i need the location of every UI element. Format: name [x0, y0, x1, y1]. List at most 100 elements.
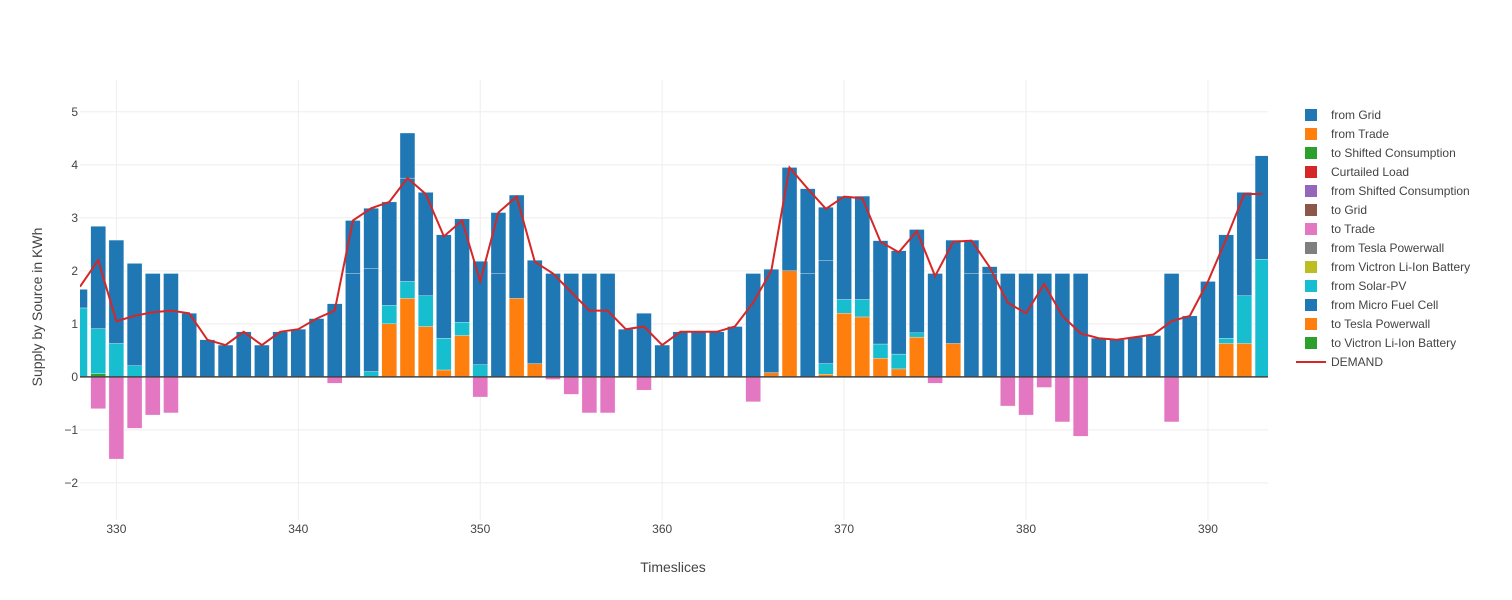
- bar-from_grid: [490, 273, 507, 378]
- bar-from_grid: [1218, 234, 1234, 339]
- demand-line: [80, 165, 1263, 347]
- legend-label: from Solar-PV: [1331, 279, 1406, 293]
- bar-to_tesla: [872, 358, 889, 378]
- bar-from_solar: [854, 299, 870, 318]
- legend-swatch: [1305, 261, 1317, 273]
- bar-from_grid: [982, 273, 998, 378]
- legend-swatch: [1305, 337, 1317, 349]
- bar-from_grid: [854, 195, 870, 300]
- bar-to_tesla: [854, 316, 870, 378]
- legend-item: from Trade: [1305, 127, 1389, 141]
- bar-from_solar: [1254, 259, 1268, 378]
- legend-item: from Micro Fuel Cell: [1305, 298, 1438, 312]
- y-tick-label: 1: [71, 317, 78, 331]
- bar-to_trade: [636, 376, 652, 391]
- bar-to_tesla: [836, 313, 852, 378]
- legend-item: from Victron Li-Ion Battery: [1305, 260, 1470, 274]
- x-axis-title: Timeslices: [640, 559, 706, 575]
- y-tick-label: 3: [71, 211, 78, 225]
- bar-to_trade: [927, 376, 943, 384]
- legend-label: Curtailed Load: [1331, 165, 1409, 179]
- legend-swatch: [1305, 242, 1317, 254]
- bar-from_solar: [399, 281, 416, 299]
- y-tick-label: 4: [71, 158, 78, 172]
- x-tick-label: 330: [106, 522, 126, 536]
- bar-from_grid: [345, 273, 361, 378]
- legend-label: from Tesla Powerwall: [1331, 241, 1444, 255]
- legend-label: from Victron Li-Ion Battery: [1331, 260, 1470, 274]
- bar-from_grid: [727, 326, 743, 378]
- x-tick-label: 360: [652, 522, 672, 536]
- bar-from_grid: [363, 268, 379, 372]
- bar-from_grid: [927, 273, 943, 378]
- bar-from_grid: [945, 239, 961, 344]
- bar-from_grid: [599, 273, 616, 378]
- bar-to_trade: [599, 376, 616, 414]
- bar-to_tesla: [399, 298, 416, 378]
- bar-from_solar: [472, 364, 488, 378]
- legend-item: from Solar-PV: [1305, 279, 1406, 293]
- bar-from_grid: [308, 318, 325, 378]
- bar-to_tesla: [1218, 343, 1234, 378]
- bar-from_grid: [217, 344, 234, 378]
- bar-from_solar: [836, 299, 852, 314]
- bar-to_trade: [145, 376, 161, 416]
- bar-from_grid: [327, 303, 343, 378]
- bar-from_grid: [763, 269, 779, 373]
- bar-from_solar: [1218, 338, 1234, 344]
- bar-from_solar: [454, 322, 470, 336]
- y-tick-label: −1: [64, 423, 78, 437]
- bar-from_grid: [236, 331, 252, 378]
- bar-from_grid: [199, 339, 215, 378]
- bar-from_solar: [80, 307, 88, 378]
- bar-from_fuel_cell: [490, 212, 507, 274]
- legend-item: to Grid: [1305, 203, 1367, 217]
- legend-item: from Grid: [1305, 108, 1381, 122]
- legend-swatch: [1305, 185, 1317, 197]
- legend-label: to Tesla Powerwall: [1331, 317, 1430, 331]
- bar-from_grid: [1127, 336, 1143, 378]
- bar-from_grid: [1000, 273, 1016, 378]
- gridlines: [80, 80, 1268, 520]
- x-tick-label: 380: [1016, 522, 1036, 536]
- bar-to_trade: [163, 376, 179, 414]
- legend-label: DEMAND: [1331, 355, 1383, 369]
- y-axis-title: Supply by Source in KWh: [29, 228, 45, 387]
- bar-from_grid: [145, 273, 161, 378]
- bar-from_solar: [909, 332, 925, 338]
- legend-swatch: [1305, 166, 1317, 178]
- bar-from_grid: [818, 260, 834, 364]
- bar-to_tesla: [418, 326, 434, 378]
- legend-swatch: [1305, 280, 1317, 292]
- bar-from_solar: [1236, 295, 1252, 344]
- bar-from_grid: [1182, 315, 1198, 378]
- legend-swatch: [1305, 204, 1317, 216]
- bar-to_trade: [108, 376, 124, 460]
- bar-from_grid: [290, 329, 306, 378]
- legend-swatch: [1305, 109, 1317, 121]
- bar-from_grid: [381, 201, 397, 306]
- legend-swatch: [1305, 128, 1317, 140]
- bar-from_grid: [1073, 273, 1089, 378]
- bar-to_trade: [126, 376, 143, 429]
- bar-from_grid: [509, 194, 525, 299]
- bar-to_trade: [745, 376, 761, 402]
- bar-to_trade: [1163, 376, 1180, 423]
- bar-from_grid: [545, 273, 561, 378]
- bar-to_tesla: [945, 343, 961, 378]
- y-ticks: −2 −1 0 1 2 3 4 5: [64, 105, 78, 490]
- bar-from_solar: [891, 353, 907, 370]
- bar-from_grid: [563, 273, 579, 378]
- bar-from_grid: [418, 192, 434, 296]
- bar-from_grid: [1036, 273, 1052, 378]
- legend-swatch: [1305, 299, 1317, 311]
- legend-item: to Trade: [1305, 222, 1375, 236]
- bar-from_solar: [381, 305, 397, 325]
- bar-from_grid: [690, 331, 707, 378]
- bar-to_tesla: [436, 369, 452, 378]
- bar-from_fuel_cell: [818, 207, 834, 261]
- bar-to_tesla: [454, 335, 470, 378]
- legend-swatch: [1305, 147, 1317, 159]
- bar-to_trade: [581, 376, 598, 414]
- legend-item: Curtailed Load: [1305, 165, 1409, 179]
